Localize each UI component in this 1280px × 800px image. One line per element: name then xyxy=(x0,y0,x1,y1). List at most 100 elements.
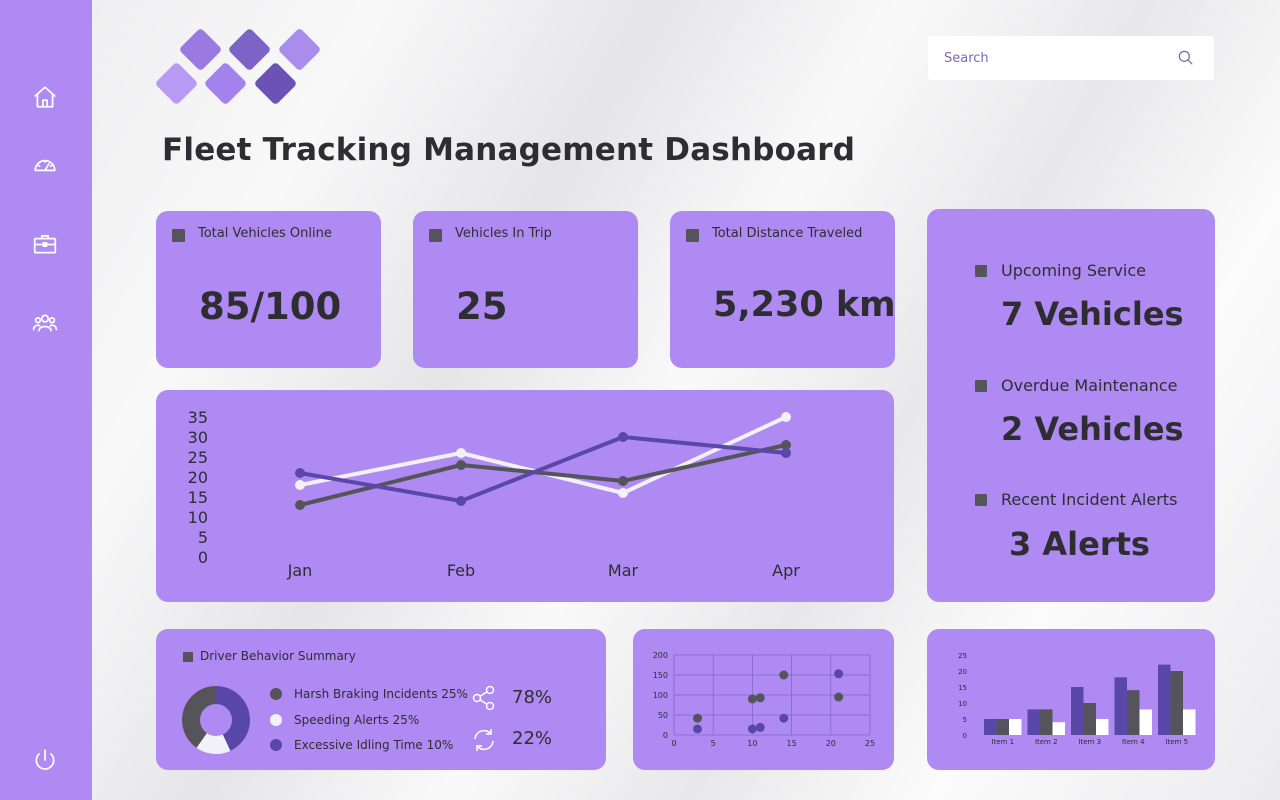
bar xyxy=(1071,687,1084,735)
y-tick-label: 0 xyxy=(963,732,967,740)
bar-chart-card: 0 5 10 15 20 25 Item 1 Item 2 Item 3 Item 4 Item 5 xyxy=(927,629,1215,770)
bar xyxy=(1158,664,1171,735)
status-marker xyxy=(975,380,987,392)
legend-item: Excessive Idling Time 10% xyxy=(270,738,453,752)
logo-diamond xyxy=(154,61,199,106)
bar xyxy=(996,719,1009,735)
x-tick-label: 5 xyxy=(711,739,716,748)
status-label: Upcoming Service xyxy=(1001,261,1146,280)
driver-behavior-title: Driver Behavior Summary xyxy=(200,649,356,663)
speedometer-icon[interactable] xyxy=(30,150,60,180)
users-icon[interactable] xyxy=(30,308,60,338)
data-point xyxy=(781,412,791,422)
legend-swatch xyxy=(270,739,282,751)
data-point xyxy=(456,460,466,470)
power-icon[interactable] xyxy=(30,745,60,775)
kpi-marker xyxy=(172,229,185,242)
search-input[interactable] xyxy=(928,36,1168,80)
legend-swatch xyxy=(270,714,282,726)
bar xyxy=(1139,709,1152,735)
y-tick-label: 10 xyxy=(188,508,208,527)
legend-label: Harsh Braking Incidents 25% xyxy=(294,687,468,701)
data-point xyxy=(295,480,305,490)
bar xyxy=(1127,690,1140,735)
scatter-chart-card: 0 5 10 15 20 25 0 50 100 150 200 xyxy=(633,629,894,770)
logo-diamond xyxy=(203,61,248,106)
data-point xyxy=(779,713,789,723)
y-tick-label: 200 xyxy=(653,651,668,660)
line-chart-card: 35 30 25 20 15 10 5 0 Jan Feb Mar Apr xyxy=(156,390,894,602)
x-tick-label: Item 3 xyxy=(1078,738,1101,746)
x-tick-label: Jan xyxy=(287,561,313,580)
kpi-card-vehicles-online: Total Vehicles Online 85/100 xyxy=(156,211,381,368)
logo xyxy=(154,27,328,112)
data-point xyxy=(618,476,628,486)
series-line xyxy=(299,443,787,507)
y-tick-label: 0 xyxy=(198,548,208,567)
status-marker xyxy=(975,265,987,277)
data-point xyxy=(781,440,791,450)
data-point xyxy=(693,724,703,734)
donut-slice xyxy=(182,686,216,748)
x-tick-label: Item 1 xyxy=(991,738,1014,746)
y-tick-label: 25 xyxy=(958,652,967,660)
bar xyxy=(1170,671,1183,735)
page-title: Fleet Tracking Management Dashboard xyxy=(162,132,856,168)
bar xyxy=(1027,709,1040,735)
data-point xyxy=(834,692,844,702)
series-line xyxy=(299,415,787,495)
kpi-label: Total Distance Traveled xyxy=(712,226,863,241)
logo-diamond xyxy=(227,27,272,72)
y-tick-label: 150 xyxy=(653,671,668,680)
status-label: Recent Incident Alerts xyxy=(1001,490,1178,509)
briefcase-icon[interactable] xyxy=(30,229,60,259)
data-point xyxy=(779,670,789,680)
kpi-card-vehicles-in-trip: Vehicles In Trip 25 xyxy=(413,211,638,368)
section-marker xyxy=(183,652,193,662)
x-tick-label: Mar xyxy=(608,561,639,580)
y-tick-label: 10 xyxy=(958,700,967,708)
bar xyxy=(1009,719,1022,735)
bar xyxy=(1040,709,1053,735)
status-card: Upcoming Service 7 Vehicles Overdue Main… xyxy=(927,209,1215,602)
y-tick-label: 15 xyxy=(188,488,208,507)
data-point xyxy=(747,694,757,704)
x-tick-label: 10 xyxy=(747,739,757,748)
y-tick-label: 5 xyxy=(963,716,967,724)
bar xyxy=(1096,719,1109,735)
legend-swatch xyxy=(270,688,282,700)
logo-diamond xyxy=(178,27,223,72)
status-value: 2 Vehicles xyxy=(1001,410,1184,448)
x-tick-label: Item 5 xyxy=(1165,738,1188,746)
data-point xyxy=(693,713,703,723)
bar xyxy=(1083,703,1096,735)
data-point xyxy=(295,500,305,510)
status-value: 3 Alerts xyxy=(1009,525,1150,563)
kpi-value: 85/100 xyxy=(199,285,342,328)
data-point xyxy=(747,724,757,734)
search-icon[interactable] xyxy=(1176,48,1196,68)
legend-item: Harsh Braking Incidents 25% xyxy=(270,687,468,701)
status-label: Overdue Maintenance xyxy=(1001,376,1178,395)
kpi-marker xyxy=(686,229,699,242)
y-tick-label: 15 xyxy=(958,684,967,692)
bar xyxy=(1052,722,1065,735)
legend-item: Speeding Alerts 25% xyxy=(270,713,419,727)
logo-diamond xyxy=(253,61,298,106)
x-tick-label: Apr xyxy=(772,561,800,580)
x-tick-label: 15 xyxy=(787,739,797,748)
search-box xyxy=(928,36,1214,80)
x-tick-label: Item 4 xyxy=(1122,738,1145,746)
data-point xyxy=(618,432,628,442)
home-icon[interactable] xyxy=(30,82,60,112)
logo-diamond xyxy=(277,27,322,72)
data-point xyxy=(456,496,466,506)
x-tick-label: Item 2 xyxy=(1035,738,1058,746)
x-tick-label: 0 xyxy=(671,739,676,748)
data-point xyxy=(618,488,628,498)
y-tick-label: 50 xyxy=(658,711,668,720)
data-point xyxy=(295,468,305,478)
y-tick-label: 5 xyxy=(198,528,208,547)
bar xyxy=(1114,677,1127,735)
